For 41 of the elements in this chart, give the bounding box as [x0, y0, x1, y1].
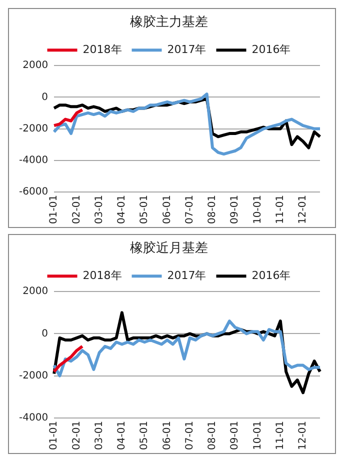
chart-title: 橡胶主力基差 [130, 14, 208, 30]
x-tick-label: 05-01 [139, 420, 150, 450]
x-tick-label: 09-01 [230, 420, 241, 450]
x-tick-label: 11-01 [274, 420, 286, 450]
legend-label: 2016年 [252, 268, 291, 282]
y-tick-label: 2000 [22, 286, 48, 298]
x-tick-label: 08-01 [207, 420, 218, 450]
x-tick-label: 01-01 [48, 420, 60, 450]
legend-label: 2017年 [167, 42, 206, 56]
x-tick-label: 03-01 [94, 194, 105, 224]
x-tick-label: 02-01 [71, 420, 82, 450]
x-tick-label: 12-01 [298, 194, 309, 224]
x-tick-label: 05-01 [139, 194, 150, 224]
x-tick-label: 10-01 [252, 194, 264, 224]
x-tick-label: 04-01 [116, 194, 128, 224]
x-tick-label: 01-01 [48, 194, 60, 224]
legend-label: 2018年 [82, 42, 122, 56]
x-tick-label: 06-01 [162, 194, 173, 224]
y-tick-label: -2000 [18, 370, 48, 382]
x-tick-label: 07-01 [184, 194, 196, 224]
y-tick-label: -2000 [18, 123, 48, 134]
y-tick-label: -4000 [18, 154, 48, 166]
x-tick-label: 04-01 [116, 420, 128, 450]
x-tick-label: 03-01 [94, 420, 105, 450]
x-tick-label: 02-01 [71, 194, 82, 224]
x-tick-label: 09-01 [230, 194, 241, 224]
legend-label: 2018年 [82, 268, 122, 282]
x-tick-label: 08-01 [207, 194, 218, 224]
y-tick-label: -4000 [18, 412, 48, 424]
legend-label: 2016年 [252, 42, 291, 56]
x-tick-label: 10-01 [252, 420, 264, 450]
legend-label: 2017年 [167, 268, 206, 282]
y-tick-label: 2000 [22, 60, 48, 72]
chart-title: 橡胶近月基差 [130, 241, 208, 256]
x-tick-label: 06-01 [162, 420, 173, 450]
x-tick-label: 12-01 [298, 420, 309, 450]
y-tick-label: -6000 [18, 186, 48, 198]
y-tick-label: 0 [42, 328, 48, 340]
x-tick-label: 11-01 [274, 194, 286, 224]
y-tick-label: 0 [42, 92, 48, 103]
x-tick-label: 07-01 [184, 420, 196, 450]
